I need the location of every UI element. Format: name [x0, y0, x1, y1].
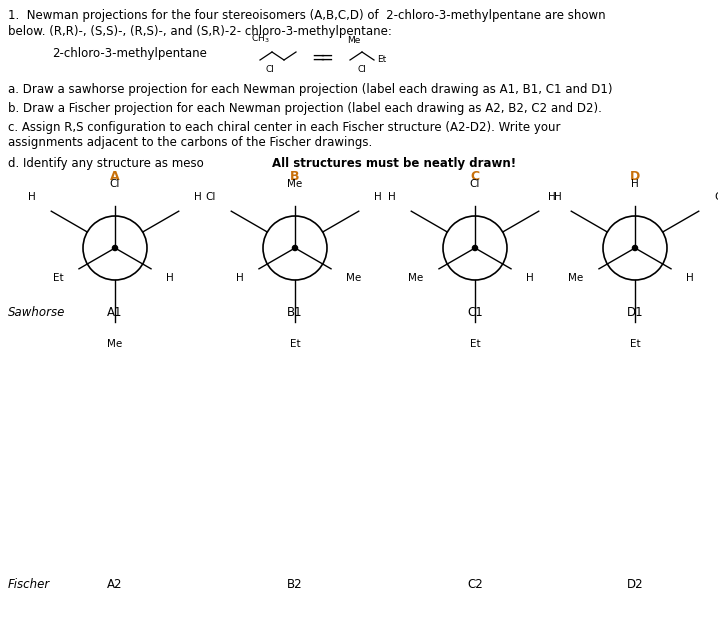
Text: A2: A2: [107, 579, 123, 591]
Text: Et: Et: [289, 339, 300, 350]
Text: A: A: [110, 170, 120, 183]
Text: Et: Et: [377, 55, 386, 65]
Text: below. (R,R)-, (S,S)-, (R,S)-, and (S,R)-2- chloro-3-methylpentane:: below. (R,R)-, (S,S)-, (R,S)-, and (S,R)…: [8, 25, 392, 38]
Text: Me: Me: [569, 273, 584, 283]
Circle shape: [472, 245, 477, 250]
Text: H: H: [374, 193, 382, 202]
Text: Et: Et: [630, 339, 640, 350]
Text: H: H: [28, 193, 36, 202]
Text: c. Assign R,S configuration to each chiral center in each Fischer structure (A2-: c. Assign R,S configuration to each chir…: [8, 121, 561, 134]
Text: All structures must be neatly drawn!: All structures must be neatly drawn!: [272, 157, 516, 170]
Text: d. Identify any structure as meso: d. Identify any structure as meso: [8, 157, 204, 170]
Circle shape: [633, 245, 638, 250]
Text: A1: A1: [107, 307, 123, 320]
Text: D: D: [630, 170, 640, 183]
Text: b. Draw a Fischer projection for each Newman projection (label each drawing as A: b. Draw a Fischer projection for each Ne…: [8, 102, 602, 115]
Text: H: H: [686, 273, 694, 283]
Text: H: H: [631, 179, 639, 189]
Text: 1.  Newman projections for the four stereoisomers (A,B,C,D) of  2-chloro-3-methy: 1. Newman projections for the four stere…: [8, 9, 605, 22]
Text: H: H: [388, 193, 396, 202]
Text: H: H: [549, 193, 556, 202]
Text: Me: Me: [348, 36, 360, 45]
Text: Me: Me: [409, 273, 424, 283]
Text: Me: Me: [287, 179, 302, 189]
Text: Cl: Cl: [470, 179, 480, 189]
Text: C1: C1: [467, 307, 483, 320]
Text: $\mathregular{CH_3}$: $\mathregular{CH_3}$: [251, 32, 269, 45]
Text: B: B: [290, 170, 299, 183]
Text: Me: Me: [108, 339, 123, 350]
Text: H: H: [167, 273, 174, 283]
Text: H: H: [526, 273, 534, 283]
Text: Me: Me: [346, 273, 362, 283]
Text: H: H: [554, 193, 561, 202]
Circle shape: [113, 245, 118, 250]
Text: H: H: [194, 193, 202, 202]
Text: =: =: [319, 49, 333, 67]
Text: 2-chloro-3-methylpentane: 2-chloro-3-methylpentane: [52, 47, 207, 60]
Text: D2: D2: [627, 579, 643, 591]
Text: a. Draw a sawhorse projection for each Newman projection (label each drawing as : a. Draw a sawhorse projection for each N…: [8, 83, 612, 96]
Text: C2: C2: [467, 579, 483, 591]
Text: B1: B1: [287, 307, 303, 320]
Text: Et: Et: [53, 273, 64, 283]
Text: =: =: [311, 49, 325, 67]
Text: B2: B2: [287, 579, 303, 591]
Text: C: C: [470, 170, 480, 183]
Text: Cl: Cl: [205, 193, 216, 202]
Text: Cl: Cl: [110, 179, 120, 189]
Text: Fischer: Fischer: [8, 579, 50, 591]
Text: Et: Et: [470, 339, 480, 350]
Text: H: H: [236, 273, 243, 283]
Text: Sawhorse: Sawhorse: [8, 307, 65, 320]
Text: Cl: Cl: [358, 65, 366, 74]
Text: Cl: Cl: [714, 193, 718, 202]
Text: assignments adjacent to the carbons of the Fischer drawings.: assignments adjacent to the carbons of t…: [8, 136, 372, 149]
Text: Cl: Cl: [266, 65, 274, 74]
Circle shape: [292, 245, 297, 250]
Text: D1: D1: [627, 307, 643, 320]
